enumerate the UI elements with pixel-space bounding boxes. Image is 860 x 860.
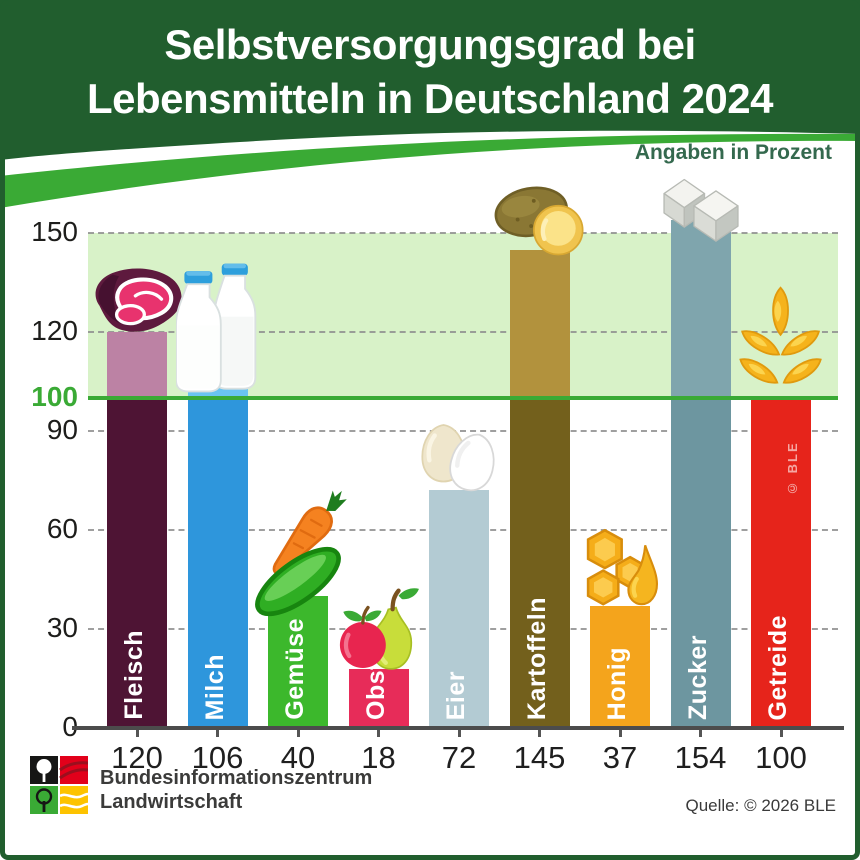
org-line-2: Landwirtschaft: [100, 791, 243, 813]
honey-icon: [586, 528, 659, 606]
page-title: Selbstversorgungsgrad bei Lebensmitteln …: [0, 18, 860, 126]
gridline-150: [88, 232, 838, 234]
bar-surplus-kartoffeln: [509, 249, 570, 398]
title-line-1: Selbstversorgungsgrad bei: [164, 21, 696, 68]
bar-label-milch: Milch: [200, 653, 229, 720]
watermark: © BLE: [785, 441, 800, 496]
bar-value-obst: 18: [361, 740, 396, 775]
x-tick: [377, 728, 380, 737]
bar-gemüse: [268, 596, 328, 728]
grain-icon-holder: [738, 284, 824, 392]
bar-value-fleisch: 120: [111, 740, 163, 775]
bar-honig: [590, 605, 650, 728]
eggs-icon: [421, 424, 495, 492]
header-swoosh-graphic: [0, 0, 860, 208]
header-background: [0, 0, 860, 160]
bar-milch: [187, 398, 248, 728]
bar-value-honig: 37: [602, 740, 638, 775]
bar-value-gemüse: 40: [280, 740, 316, 775]
x-tick: [699, 728, 702, 737]
fruit-icon: [339, 587, 419, 670]
unit-note: Angaben in Prozent: [634, 141, 832, 164]
bar-value-zucker: 154: [674, 740, 727, 775]
milk-icon-holder: [174, 262, 260, 394]
title-line-2: Lebensmitteln in Deutschland 2024: [86, 75, 774, 122]
bar-label-honig: Honig: [603, 646, 631, 720]
y-axis-label-60: 60: [46, 513, 78, 544]
x-tick: [538, 728, 541, 737]
bar-fleisch: [107, 398, 167, 728]
bar-value-kartoffeln: 145: [513, 740, 566, 775]
bar-label-gemüse: Gemüse: [281, 618, 309, 720]
bar-label-fleisch: Fleisch: [120, 630, 148, 720]
reference-line-100: [88, 396, 838, 400]
sugar-icon: [662, 178, 739, 242]
source-note: Quelle: © 2026 BLE: [685, 796, 836, 815]
y-axis-label-100: 100: [31, 381, 78, 412]
y-axis-label-150: 150: [31, 216, 78, 247]
x-tick: [457, 728, 461, 737]
eggs-icon-holder: [417, 420, 501, 498]
bar-surplus-zucker: [670, 219, 731, 398]
bar-kartoffeln: [509, 398, 570, 728]
y-axis-label-0: 0: [62, 711, 78, 742]
vegetables-icon: [255, 490, 347, 617]
swoosh-stripe: [0, 133, 860, 208]
y-axis-label-30: 30: [46, 612, 78, 643]
potatoes-icon-holder: [490, 184, 590, 258]
x-axis-line: [72, 726, 844, 730]
footer: Bundesinformationszentrum Landwirtschaft…: [0, 750, 860, 860]
bar-label-zucker: Zucker: [683, 635, 712, 720]
y-axis-label-120: 120: [31, 315, 78, 346]
bar-label-kartoffeln: Kartoffeln: [522, 596, 551, 720]
milk-icon: [174, 263, 256, 393]
bar-zucker: [670, 398, 731, 728]
x-tick: [296, 728, 300, 737]
bar-value-eier: 72: [441, 740, 477, 775]
gridline-90: [88, 430, 838, 432]
y-axis-label-90: 90: [46, 414, 78, 445]
bar-getreide: [751, 398, 811, 728]
x-tick: [216, 728, 219, 737]
bar-value-getreide: 100: [755, 740, 807, 775]
bar-label-getreide: Getreide: [764, 614, 792, 720]
bar-label-eier: Eier: [442, 670, 470, 720]
meat-icon: [95, 268, 182, 332]
bar-obst: [348, 668, 409, 728]
x-tick: [618, 728, 622, 737]
sugar-icon-holder: [656, 176, 746, 242]
bar-value-milch: 106: [191, 740, 244, 775]
org-name: Bundesinformationszentrum Landwirtschaft: [100, 766, 372, 814]
potatoes-icon: [494, 186, 584, 255]
gridline-120: [88, 331, 838, 333]
fruit-icon-holder: [336, 577, 422, 679]
bar-eier: [429, 490, 489, 728]
bar-surplus-fleisch: [107, 332, 167, 398]
honey-icon-holder: [578, 526, 662, 616]
vegetables-icon-holder: [248, 488, 348, 626]
grain-icon: [739, 286, 822, 384]
org-line-1: Bundesinformationszentrum: [100, 767, 373, 789]
bzl-logo: [30, 756, 88, 814]
x-tick: [779, 728, 783, 737]
meat-icon-holder: [88, 262, 186, 342]
x-tick: [135, 728, 139, 737]
